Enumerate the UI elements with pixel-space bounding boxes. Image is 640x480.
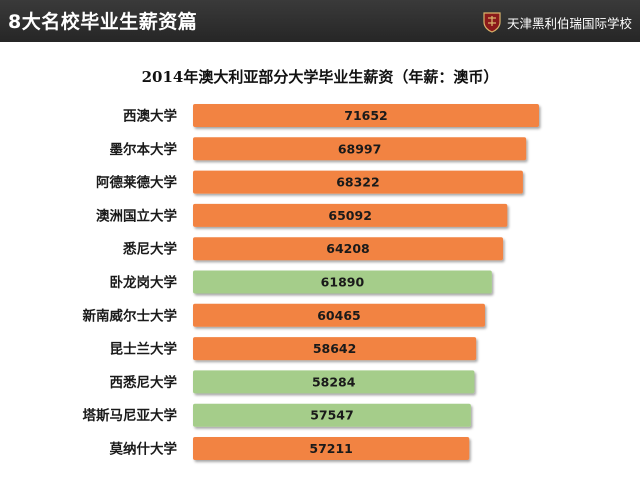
brand-name: 天津黑利伯瑞国际学校 xyxy=(506,15,632,31)
category-label: 昆士兰大学 xyxy=(110,341,178,358)
bar-7 xyxy=(193,337,477,361)
header-bar: 8大名校毕业生薪资篇 天津黑利伯瑞国际学校 xyxy=(0,0,640,42)
bar-1 xyxy=(193,137,527,161)
value-label: 64208 xyxy=(326,241,370,256)
value-label: 61890 xyxy=(321,275,365,290)
bar-3 xyxy=(193,203,508,227)
category-label: 悉尼大学 xyxy=(122,241,177,258)
value-label: 57211 xyxy=(309,441,353,456)
value-label: 65092 xyxy=(328,208,372,223)
bar-0 xyxy=(193,104,539,127)
value-label: 68322 xyxy=(336,175,380,190)
school-crest-icon xyxy=(483,12,501,33)
bar-9 xyxy=(193,403,471,427)
category-label: 塔斯马尼亚大学 xyxy=(83,407,178,424)
value-label: 58284 xyxy=(312,374,356,389)
category-label: 阿德莱德大学 xyxy=(96,174,177,191)
bar-4 xyxy=(193,237,504,261)
value-label: 58642 xyxy=(313,341,357,356)
bar-10 xyxy=(193,437,470,460)
bar-8 xyxy=(193,370,475,394)
bar-6 xyxy=(193,303,485,327)
bar-2 xyxy=(193,170,523,194)
category-label: 西悉尼大学 xyxy=(110,374,178,391)
value-label: 68997 xyxy=(338,141,382,156)
category-label: 新南威尔士大学 xyxy=(83,307,178,324)
category-label: 西澳大学 xyxy=(123,108,177,125)
category-label: 莫纳什大学 xyxy=(109,441,178,458)
value-label: 57547 xyxy=(310,408,354,423)
category-label: 澳洲国立大学 xyxy=(96,207,177,224)
value-label: 60465 xyxy=(317,308,361,323)
bar-5 xyxy=(193,270,492,294)
page-title: 8大名校毕业生薪资篇 xyxy=(8,11,198,33)
category-label: 卧龙岗大学 xyxy=(110,274,178,291)
category-label: 墨尔本大学 xyxy=(110,141,178,158)
brand: 天津黑利伯瑞国际学校 xyxy=(482,11,632,33)
value-label: 71652 xyxy=(344,108,388,123)
chart-title: 2014年澳大利亚部分大学毕业生薪资（年薪：澳币） xyxy=(141,68,499,86)
